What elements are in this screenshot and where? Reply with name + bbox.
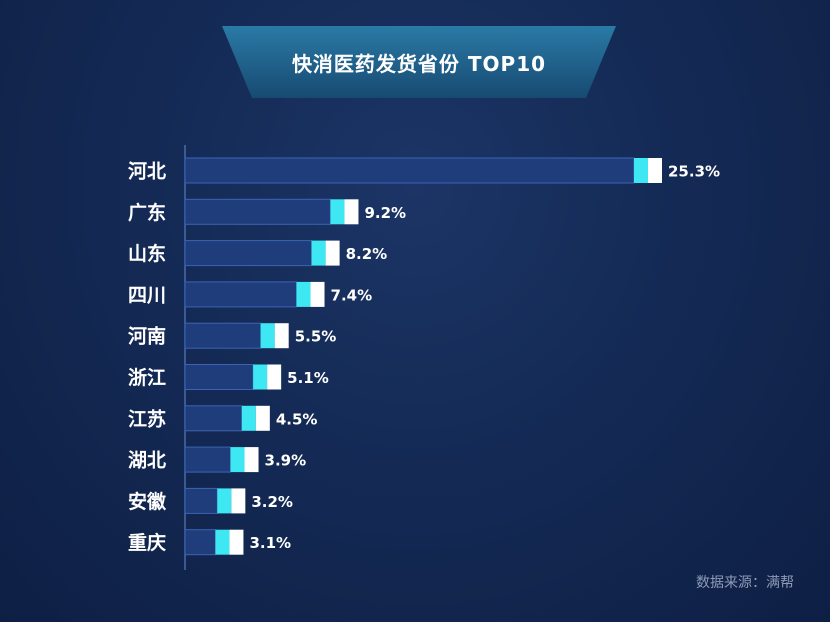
data-label: 3.2% [251, 493, 293, 511]
bar-cap-white [244, 447, 259, 473]
category-label: 河南 [128, 326, 166, 348]
data-label: 3.9% [265, 452, 307, 470]
category-label: 广东 [128, 201, 166, 224]
bar [184, 446, 232, 473]
bar-cap-white [325, 240, 340, 266]
bar [184, 198, 331, 225]
bar-cap-white [255, 405, 270, 431]
bar [184, 364, 254, 390]
bar-cap-white [267, 364, 282, 390]
title-banner: 快消医药发货省份 TOP10 [222, 26, 616, 98]
bar [184, 405, 243, 432]
bar-cap-cyan [241, 405, 256, 431]
category-label: 山东 [128, 242, 166, 265]
category-label: 河北 [128, 161, 166, 183]
bar [184, 487, 218, 514]
data-label: 5.5% [295, 328, 337, 346]
bar-cap-cyan [253, 364, 268, 390]
bar [184, 322, 262, 349]
bar-cap-cyan [311, 240, 326, 266]
data-label: 7.4% [331, 286, 373, 304]
bar-cap-cyan [260, 323, 275, 349]
category-label: 重庆 [128, 531, 166, 554]
category-label: 浙江 [128, 366, 166, 389]
data-label: 8.2% [346, 245, 388, 263]
bar-cap-cyan [330, 199, 345, 225]
title-banner-shape [222, 26, 616, 98]
chart-title: 快消医药发货省份 TOP10 [291, 51, 547, 76]
data-label: 25.3% [668, 163, 720, 181]
bar [184, 157, 635, 184]
bar-cap-white [231, 488, 246, 514]
bar [184, 281, 298, 308]
bar-cap-cyan [634, 158, 648, 183]
bar-cap-white [229, 529, 244, 555]
category-label: 四川 [128, 284, 166, 306]
bar-cap-cyan [215, 529, 230, 555]
bar-cap-white [310, 281, 325, 307]
data-label: 4.5% [276, 410, 318, 428]
category-label: 安徽 [128, 490, 167, 513]
bar-cap-white [274, 323, 289, 349]
data-label: 5.1% [287, 369, 329, 387]
bar [184, 240, 313, 267]
category-label: 江苏 [128, 407, 166, 430]
bar-cap-cyan [296, 281, 311, 307]
bar-cap-cyan [230, 447, 245, 473]
source-note: 数据来源：满帮 [696, 575, 794, 591]
bar [184, 529, 216, 556]
data-label: 9.2% [364, 204, 406, 222]
bar-cap-white [344, 199, 359, 225]
data-label: 3.1% [249, 534, 291, 552]
bar-cap-cyan [217, 488, 232, 514]
bar-cap-white [648, 158, 662, 183]
category-label: 湖北 [128, 450, 166, 472]
